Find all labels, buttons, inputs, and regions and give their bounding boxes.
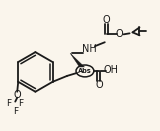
Text: F: F <box>6 99 11 108</box>
Text: OH: OH <box>103 65 118 75</box>
Text: O: O <box>13 90 21 100</box>
Text: O: O <box>103 15 111 26</box>
Text: O: O <box>95 80 103 90</box>
Text: O: O <box>116 29 124 39</box>
Polygon shape <box>70 53 84 67</box>
Text: F: F <box>13 107 18 116</box>
Text: NH: NH <box>82 44 96 54</box>
Text: Abs: Abs <box>78 68 92 74</box>
Text: F: F <box>18 99 23 108</box>
